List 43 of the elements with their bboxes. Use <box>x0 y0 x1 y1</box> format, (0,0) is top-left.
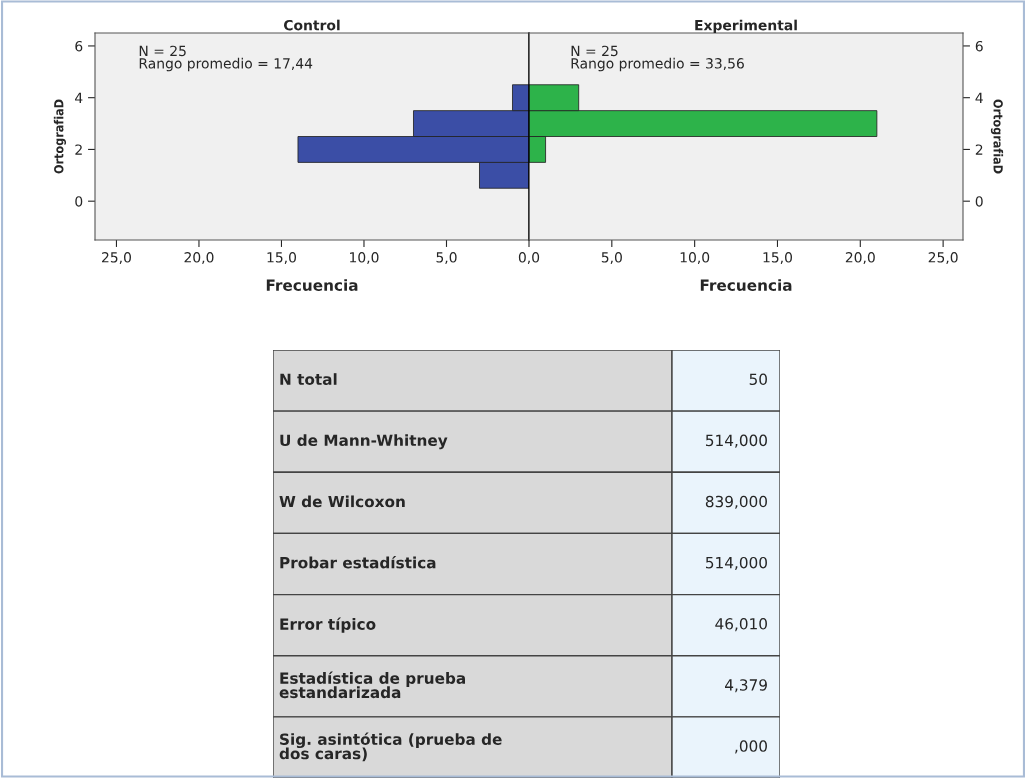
text: 839,000 <box>705 495 767 509</box>
annotation: Rango promedio = 17,44 <box>139 57 313 72</box>
y-tick-label: 0 <box>75 196 83 207</box>
x-tick-label: 25,0 <box>102 252 131 264</box>
x-tick-label: 25,0 <box>928 252 958 264</box>
text: 514,000 <box>706 434 767 448</box>
x-tick-label: 15,0 <box>763 252 793 264</box>
category-label: W de Wilcoxon <box>279 495 405 508</box>
y-axis-title: OrtografiaD <box>53 99 67 174</box>
x-tick-label: 20,0 <box>184 252 214 264</box>
x-axis-title: Frecuencia <box>700 279 792 291</box>
annotation: Rango promedio = 33,56 <box>571 57 744 72</box>
category-label: Probar estadística <box>280 556 436 569</box>
x-tick-label: 0,0 <box>518 252 540 264</box>
x-tick-label: 20,0 <box>845 252 875 264</box>
x-tick-label: 10,0 <box>350 252 379 264</box>
text: ,000 <box>735 740 767 754</box>
y-tick-label: 2 <box>75 144 82 155</box>
text: 46,010 <box>715 618 767 632</box>
y-tick-label: 6 <box>975 40 983 52</box>
category-label: U de Mann-Whitney <box>280 434 448 450</box>
category-label: Estadística de prueba estandarizada <box>279 671 465 699</box>
category-label: N total <box>280 373 337 385</box>
category-label: Error típico <box>280 617 376 633</box>
annotation: N = 25 <box>571 45 618 57</box>
text: 4,379 <box>725 679 767 693</box>
y-tick-label: 0 <box>975 196 983 207</box>
annotation: N = 25 <box>139 45 186 57</box>
text: 50 <box>749 373 767 385</box>
x-axis-title: Frecuencia <box>266 279 358 291</box>
y-tick-label: 2 <box>975 144 983 155</box>
chart-title: Experimental <box>695 19 797 34</box>
chart-title: Control <box>283 19 340 31</box>
category-label: Sig. asintótica (prueba de dos caras) <box>279 732 502 762</box>
x-tick-label: 15,0 <box>267 252 297 264</box>
x-tick-label: 5,0 <box>436 252 457 264</box>
y-tick-label: 6 <box>75 40 83 52</box>
y-axis-title: OrtografiaD <box>990 99 1004 174</box>
x-tick-label: 5,0 <box>601 252 622 264</box>
y-tick-label: 4 <box>75 92 83 103</box>
x-tick-label: 10,0 <box>680 252 710 264</box>
text: 514,000 <box>706 556 767 570</box>
y-tick-label: 4 <box>975 92 983 103</box>
